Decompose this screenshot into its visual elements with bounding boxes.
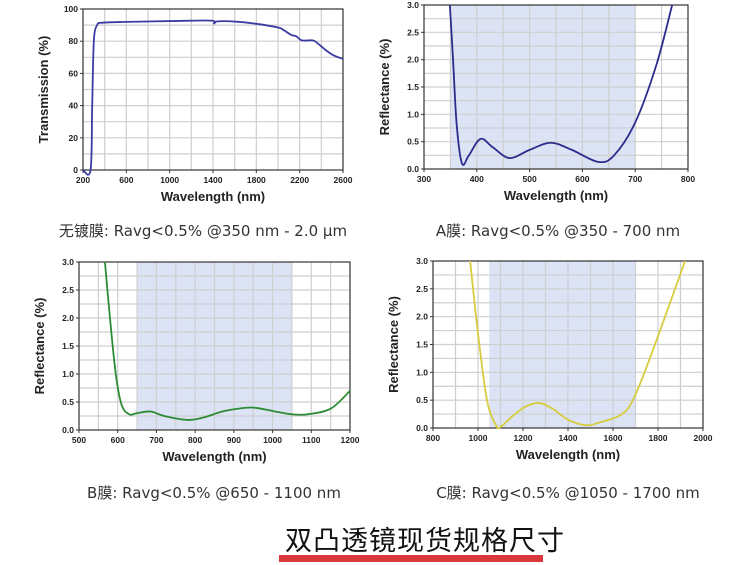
chart-caption: A膜: Ravg<0.5% @350 - 700 nm [436, 222, 680, 240]
y-tick-label: 2.5 [407, 27, 419, 37]
x-tick-label: 600 [111, 435, 125, 445]
y-tick-label: 1.0 [62, 369, 74, 379]
x-axis-title: Wavelength (nm) [162, 449, 266, 464]
series-line [104, 261, 351, 421]
x-tick-label: 1800 [649, 433, 668, 443]
chart-caption: 无镀膜: Ravg<0.5% @350 nm - 2.0 µm [59, 222, 347, 240]
x-axis-title: Wavelength (nm) [516, 447, 620, 462]
y-tick-label: 0.0 [416, 423, 428, 433]
y-tick-label: 100 [64, 4, 78, 14]
y-tick-label: 1.5 [62, 341, 74, 351]
x-tick-label: 300 [417, 174, 431, 184]
x-tick-label: 600 [119, 175, 133, 185]
y-tick-label: 2.0 [62, 313, 74, 323]
chart-1: 200 600 1000 1400 1800 2200 2600 0 20 40 60 80 100 Wa… [36, 4, 353, 240]
x-tick-label: 500 [72, 435, 86, 445]
y-tick-label: 3.0 [407, 0, 419, 10]
y-tick-label: 1.0 [416, 367, 428, 377]
chart-4: 800 1000 1200 1400 1600 1800 2000 0.0 0.5 1.0 1.5 2… [386, 256, 713, 502]
y-tick-label: 0.0 [407, 164, 419, 174]
x-tick-label: 1200 [514, 433, 533, 443]
x-tick-label: 1400 [204, 175, 223, 185]
y-tick-label: 1.0 [407, 109, 419, 119]
y-tick-label: 1.5 [407, 82, 419, 92]
x-tick-label: 800 [681, 174, 695, 184]
y-tick-label: 3.0 [416, 256, 428, 266]
y-tick-label: 1.5 [416, 340, 428, 350]
y-tick-label: 20 [69, 133, 79, 143]
y-tick-label: 0.5 [62, 397, 74, 407]
x-tick-label: 500 [523, 174, 537, 184]
y-axis-title: Reflectance (%) [386, 296, 401, 393]
page-title: 双凸透镜现货规格尺寸 [285, 526, 565, 557]
y-tick-label: 2.0 [416, 312, 428, 322]
series-line [82, 19, 344, 176]
x-tick-label: 200 [76, 175, 90, 185]
x-tick-label: 1000 [263, 435, 282, 445]
y-tick-label: 0.5 [407, 137, 419, 147]
chart-caption: C膜: Ravg<0.5% @1050 - 1700 nm [436, 484, 700, 502]
y-tick-label: 3.0 [62, 257, 74, 267]
series-line [448, 4, 674, 166]
chart-caption: B膜: Ravg<0.5% @650 - 1100 nm [87, 484, 341, 502]
x-tick-label: 2000 [694, 433, 713, 443]
x-tick-label: 1400 [559, 433, 578, 443]
y-tick-label: 40 [69, 101, 79, 111]
x-tick-label: 800 [426, 433, 440, 443]
y-axis-title: Reflectance (%) [32, 298, 47, 395]
x-tick-label: 600 [575, 174, 589, 184]
x-axis-title: Wavelength (nm) [504, 188, 608, 203]
x-tick-label: 1200 [341, 435, 360, 445]
x-tick-label: 1800 [247, 175, 266, 185]
y-axis-title: Transmission (%) [36, 36, 51, 144]
x-tick-label: 900 [227, 435, 241, 445]
y-tick-label: 0 [73, 165, 78, 175]
chart-2: 300 400 500 600 700 800 0.0 0.5 1.0 1.5 2.0 2.5 3.0 W… [377, 0, 695, 240]
y-tick-label: 0.5 [416, 395, 428, 405]
y-tick-label: 0.0 [62, 425, 74, 435]
x-tick-label: 2200 [290, 175, 309, 185]
y-tick-label: 2.5 [62, 285, 74, 295]
x-tick-label: 1100 [302, 435, 321, 445]
y-tick-label: 60 [69, 68, 79, 78]
series-line [469, 260, 686, 430]
x-tick-label: 2600 [334, 175, 353, 185]
y-tick-label: 80 [69, 36, 79, 46]
x-tick-label: 1000 [160, 175, 179, 185]
y-tick-label: 2.0 [407, 55, 419, 65]
y-tick-label: 2.5 [416, 284, 428, 294]
x-tick-label: 1600 [604, 433, 623, 443]
chart-3: 500 600 700 800 900 1000 1100 1200 0.0 0.5 1.0 1.5 2… [32, 257, 360, 502]
y-axis-title: Reflectance (%) [377, 39, 392, 136]
x-tick-label: 400 [470, 174, 484, 184]
x-axis-title: Wavelength (nm) [161, 189, 265, 204]
x-tick-label: 700 [149, 435, 163, 445]
title-underline [279, 555, 543, 562]
x-tick-label: 1000 [469, 433, 488, 443]
x-tick-label: 800 [188, 435, 202, 445]
x-tick-label: 700 [628, 174, 642, 184]
